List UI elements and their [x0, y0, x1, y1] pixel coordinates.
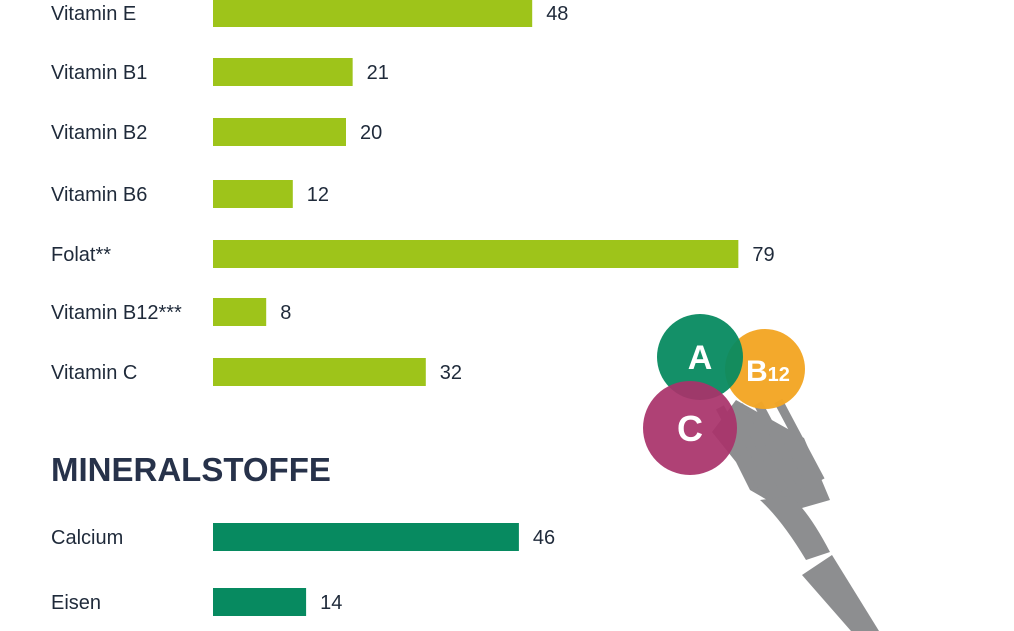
vitamin-bar — [213, 240, 739, 268]
vitamin-b-letter-main: B — [746, 355, 768, 388]
vitamin-value-label: 21 — [367, 62, 389, 84]
mineral-category-label: Eisen — [51, 592, 101, 614]
vitamin-category-label: Vitamin C — [51, 362, 137, 384]
vitamin-value-label: 12 — [307, 184, 329, 206]
vitamin-category-label: Vitamin B6 — [51, 184, 147, 206]
vitamin-category-label: Vitamin B2 — [51, 122, 147, 144]
mineral-bar — [213, 523, 519, 551]
vitamin-bar — [213, 298, 267, 326]
vitamin-b12-ball — [725, 329, 805, 409]
vitamin-category-label: Vitamin E — [51, 3, 136, 25]
mineral-value-label: 46 — [533, 527, 555, 549]
fork-with-vitamin-balls-icon: A B12 C — [643, 314, 879, 631]
vitamin-b-subscript: 12 — [768, 364, 790, 386]
mineral-category-label: Calcium — [51, 527, 123, 549]
vitamin-a-ball — [657, 314, 743, 400]
vitamin-category-label: Vitamin B12*** — [51, 302, 182, 324]
vitamin-bar — [213, 180, 293, 208]
mineral-value-label: 14 — [320, 592, 342, 614]
vitamin-value-label: 79 — [752, 244, 774, 266]
vitamins-bar-chart: Vitamin E 48 Vitamin B1 21 Vitamin B2 20 Vitam… — [51, 0, 775, 386]
vitamin-bar — [213, 58, 353, 86]
vitamin-c-ball — [643, 381, 737, 475]
vitamin-value-label: 8 — [280, 302, 291, 324]
vitamin-bar — [213, 0, 533, 27]
vitamin-a-letter: A — [688, 339, 713, 377]
vitamin-category-label: Vitamin B1 — [51, 62, 147, 84]
vitamin-value-label: 32 — [440, 362, 462, 384]
vitamin-bar — [213, 118, 346, 146]
vitamin-value-label: 20 — [360, 122, 382, 144]
vitamin-b-letter: B12 — [746, 355, 790, 388]
vitamin-bar — [213, 358, 426, 386]
minerals-heading: MINERALSTOFFE — [51, 451, 331, 488]
vitamin-c-letter: C — [677, 408, 703, 449]
mineral-bar — [213, 588, 307, 616]
fork-icon — [712, 398, 879, 631]
vitamin-category-label: Folat** — [51, 244, 111, 266]
vitamin-value-label: 48 — [546, 3, 568, 25]
minerals-bar-chart: Calcium 46 Eisen 14 — [51, 523, 555, 616]
vitamin-balls: A B12 C — [643, 314, 805, 475]
